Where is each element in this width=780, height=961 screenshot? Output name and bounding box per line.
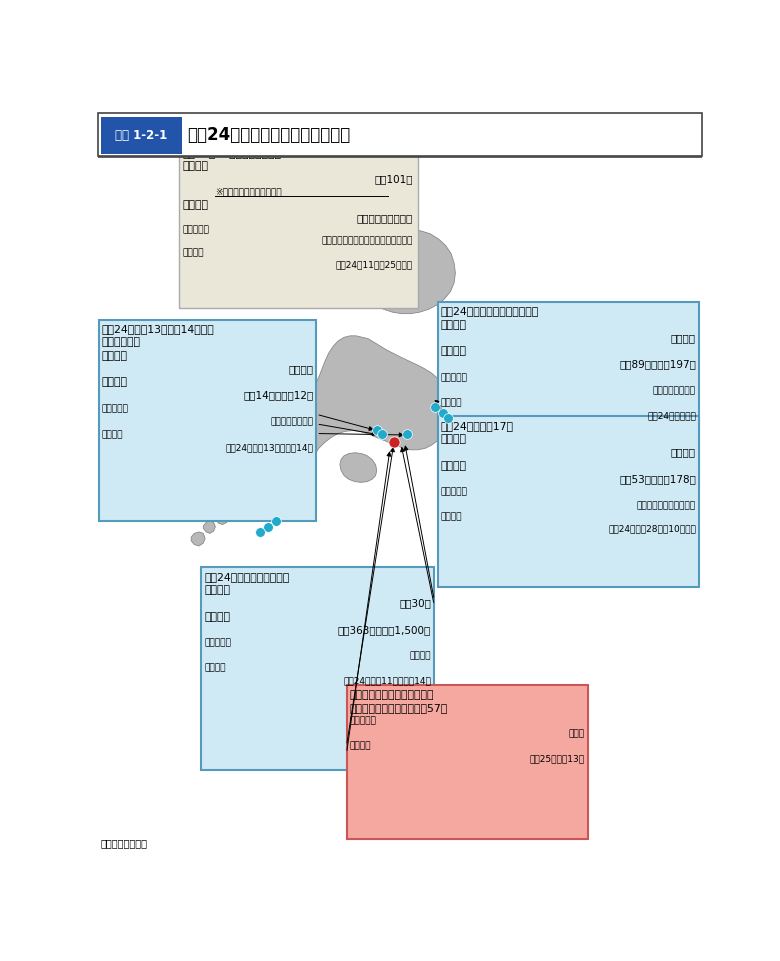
- Text: 主な被災地: 主な被災地: [349, 716, 377, 726]
- Text: 主な被災地: 主な被災地: [441, 487, 468, 497]
- Text: 発生期間: 発生期間: [441, 512, 463, 522]
- Text: 全壊53棟、半壊178棟: 全壊53棟、半壊178棟: [619, 474, 696, 484]
- Text: 死者２人: 死者２人: [289, 364, 314, 374]
- Text: 発生期間: 発生期間: [182, 249, 204, 258]
- Polygon shape: [350, 230, 456, 313]
- Text: 平成24年11月末からの大雪等: 平成24年11月末からの大雪等: [182, 148, 281, 158]
- Text: 人的被害: 人的被害: [101, 351, 128, 360]
- Text: 九州北部: 九州北部: [410, 652, 431, 661]
- Text: 死者１人: 死者１人: [671, 448, 696, 457]
- Text: 人的被害: 人的被害: [204, 585, 231, 595]
- FancyBboxPatch shape: [101, 117, 182, 154]
- Text: 住家被害: 住家被害: [441, 346, 467, 357]
- Text: 出典：内閣府資料: 出典：内閣府資料: [101, 838, 147, 848]
- Text: 住家被害　全壊４棟、半壊57棟: 住家被害 全壊４棟、半壊57棟: [349, 702, 448, 713]
- Text: 主な被災地: 主な被災地: [204, 638, 232, 648]
- Text: 住家被害: 住家被害: [204, 612, 231, 622]
- Text: 発生期間: 発生期間: [441, 398, 463, 407]
- Text: 住家被害: 住家被害: [441, 461, 467, 471]
- Text: 人的被害: 人的被害: [441, 320, 467, 330]
- Text: 図表 1-2-1: 図表 1-2-1: [115, 129, 167, 142]
- Text: 主な被災地: 主な被災地: [182, 225, 209, 234]
- Text: 発生期間: 発生期間: [349, 741, 371, 751]
- Text: 全壊14棟、半壊12棟: 全壊14棟、半壊12棟: [243, 390, 314, 401]
- Text: 近畿及び中部地方: 近畿及び中部地方: [271, 417, 314, 427]
- FancyBboxPatch shape: [201, 567, 434, 770]
- Text: 人的被害: 人的被害: [441, 434, 467, 444]
- Text: 平成25年４月13日: 平成25年４月13日: [530, 754, 585, 763]
- Polygon shape: [249, 472, 302, 517]
- Text: 平成24年台風第17号: 平成24年台風第17号: [441, 421, 514, 431]
- Text: 主な被災地: 主な被災地: [441, 373, 468, 382]
- FancyBboxPatch shape: [346, 685, 588, 839]
- Text: 平成24年以降に発生した主な災害: 平成24年以降に発生した主な災害: [187, 126, 350, 144]
- Text: 関東及び北陸地方: 関東及び北陸地方: [653, 386, 696, 395]
- Text: 中部、近畿、九州、沖縄: 中部、近畿、九州、沖縄: [636, 501, 696, 510]
- FancyBboxPatch shape: [98, 113, 702, 156]
- Text: 平成24年７月九州北部豪雨: 平成24年７月九州北部豪雨: [204, 572, 289, 581]
- Polygon shape: [215, 512, 229, 525]
- FancyBboxPatch shape: [438, 416, 699, 587]
- FancyBboxPatch shape: [438, 302, 699, 485]
- Text: ※日本地図中、色つき道県: ※日本地図中、色つき道県: [215, 187, 282, 196]
- Text: 平成24年５月６日: 平成24年５月６日: [647, 411, 696, 420]
- Text: 死者30人: 死者30人: [399, 599, 431, 608]
- FancyBboxPatch shape: [99, 320, 317, 521]
- Polygon shape: [307, 335, 449, 505]
- Text: けての大雨等: けての大雨等: [101, 337, 140, 347]
- Text: 全壊２棟、半壊４棟: 全壊２棟、半壊４棟: [356, 213, 413, 223]
- Text: 平成24年９月28日〜10月１日: 平成24年９月28日〜10月１日: [608, 525, 696, 533]
- Text: 主な被災地: 主な被災地: [101, 404, 129, 413]
- Text: 発生期間: 発生期間: [204, 664, 226, 673]
- FancyBboxPatch shape: [179, 145, 418, 308]
- Text: 平成24年７月11日〜７月14日: 平成24年７月11日〜７月14日: [343, 677, 431, 685]
- Polygon shape: [340, 453, 377, 482]
- Text: 死者３人: 死者３人: [671, 333, 696, 343]
- Text: 平成24年８月13日〜８月14日: 平成24年８月13日〜８月14日: [225, 443, 314, 452]
- Text: 全壊363棟、半壊1,500棟: 全壊363棟、半壊1,500棟: [338, 626, 431, 635]
- Text: 発生期間: 発生期間: [101, 431, 123, 439]
- Text: 淡路島付近を震源とする地震: 淡路島付近を震源とする地震: [349, 690, 434, 700]
- Text: 人的被害: 人的被害: [182, 161, 208, 171]
- Text: 平成24年８月13日から14日にか: 平成24年８月13日から14日にか: [101, 324, 214, 334]
- Text: 平成24年11月〜25年３月: 平成24年11月〜25年３月: [336, 260, 413, 269]
- Text: 兵庫県: 兵庫県: [569, 729, 585, 738]
- Text: 全壊89棟、半壊197棟: 全壊89棟、半壊197棟: [619, 359, 696, 370]
- Text: 住家被害: 住家被害: [182, 200, 208, 209]
- Text: 北日本から西日本にかけての日本海側: 北日本から西日本にかけての日本海側: [321, 236, 413, 246]
- Polygon shape: [191, 532, 205, 546]
- Polygon shape: [204, 521, 215, 533]
- Text: 平成24年５月に発生した突風等: 平成24年５月に発生した突風等: [441, 307, 539, 316]
- Text: 死者101人: 死者101人: [374, 175, 413, 185]
- Text: 住家被害: 住家被害: [101, 378, 128, 387]
